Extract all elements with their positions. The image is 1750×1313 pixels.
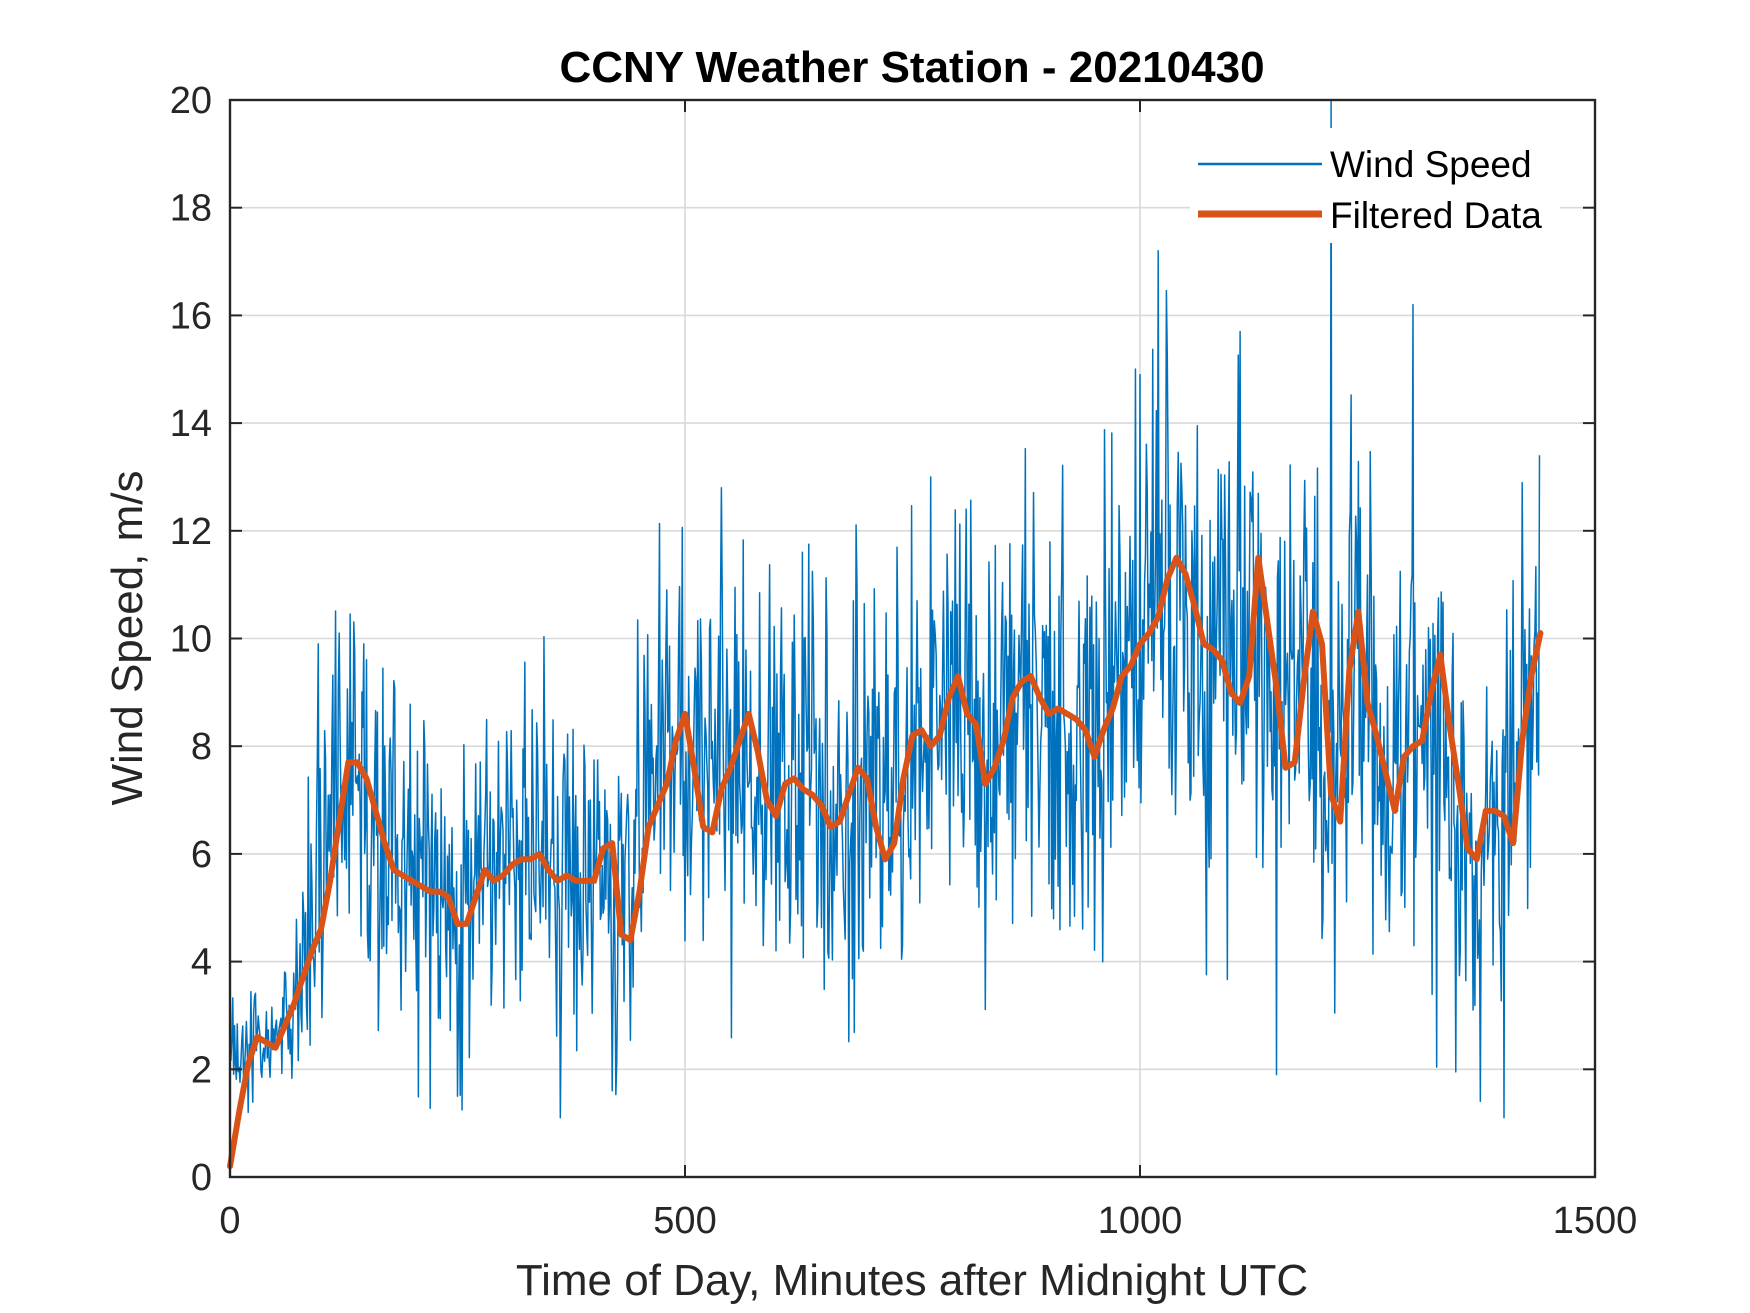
y-axis-label: Wind Speed, m/s (103, 470, 152, 805)
tick-labels: 0 500 1000 1500 0 2 4 6 8 10 12 14 16 18 20 (170, 80, 1638, 1242)
series-line-filtered-data (227, 554, 1544, 1170)
legend: Wind Speed Filtered Data (1190, 128, 1560, 243)
series-line-wind-speed (229, 99, 1541, 1119)
y-tick-label: 8 (191, 726, 212, 768)
legend-background (1190, 128, 1560, 243)
legend-label-wind-speed: Wind Speed (1330, 144, 1532, 185)
x-tick-label: 500 (653, 1200, 716, 1242)
y-tick-label: 0 (191, 1157, 212, 1199)
tick-marks (229, 99, 1596, 1178)
y-tick-label: 14 (170, 403, 212, 445)
x-axis-label: Time of Day, Minutes after Midnight UTC (516, 1256, 1308, 1305)
y-tick-label: 20 (170, 80, 212, 122)
legend-label-filtered-data: Filtered Data (1330, 195, 1542, 236)
y-tick-label: 18 (170, 188, 212, 230)
x-tick-label: 0 (219, 1200, 240, 1242)
x-tick-label: 1000 (1098, 1200, 1183, 1242)
y-tick-label: 10 (170, 619, 212, 661)
chart-title: CCNY Weather Station - 20210430 (559, 43, 1264, 92)
series-layer (227, 99, 1544, 1170)
y-tick-label: 16 (170, 295, 212, 337)
x-tick-label: 1500 (1553, 1200, 1638, 1242)
y-tick-label: 12 (170, 511, 212, 553)
y-tick-label: 4 (191, 942, 212, 984)
y-tick-label: 2 (191, 1049, 212, 1091)
y-tick-label: 6 (191, 834, 212, 876)
